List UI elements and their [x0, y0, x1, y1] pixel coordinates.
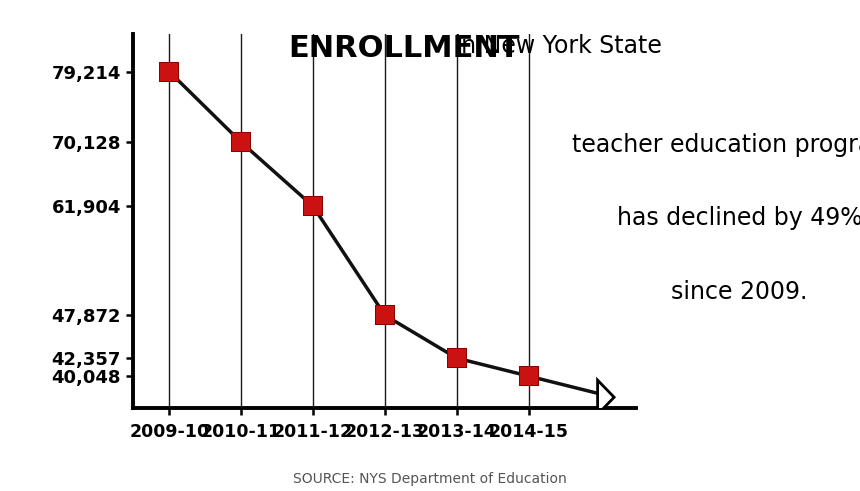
Text: has declined by 49%: has declined by 49% [617, 206, 860, 230]
Point [306, 202, 320, 210]
Text: SOURCE: NYS Department of Education: SOURCE: NYS Department of Education [293, 472, 567, 486]
Text: ENROLLMENT: ENROLLMENT [288, 34, 519, 63]
Point [522, 372, 536, 380]
Text: in New York State: in New York State [447, 34, 662, 58]
Point [450, 354, 464, 362]
Point [163, 68, 176, 76]
Point [378, 311, 392, 319]
Point [450, 354, 464, 362]
Point [234, 138, 248, 146]
Point [522, 372, 536, 380]
Polygon shape [598, 380, 614, 414]
Text: teacher education programs: teacher education programs [572, 133, 860, 157]
Text: since 2009.: since 2009. [672, 280, 808, 304]
Point [306, 202, 320, 210]
Point [378, 311, 392, 319]
Point [234, 138, 248, 146]
Point [163, 68, 176, 76]
